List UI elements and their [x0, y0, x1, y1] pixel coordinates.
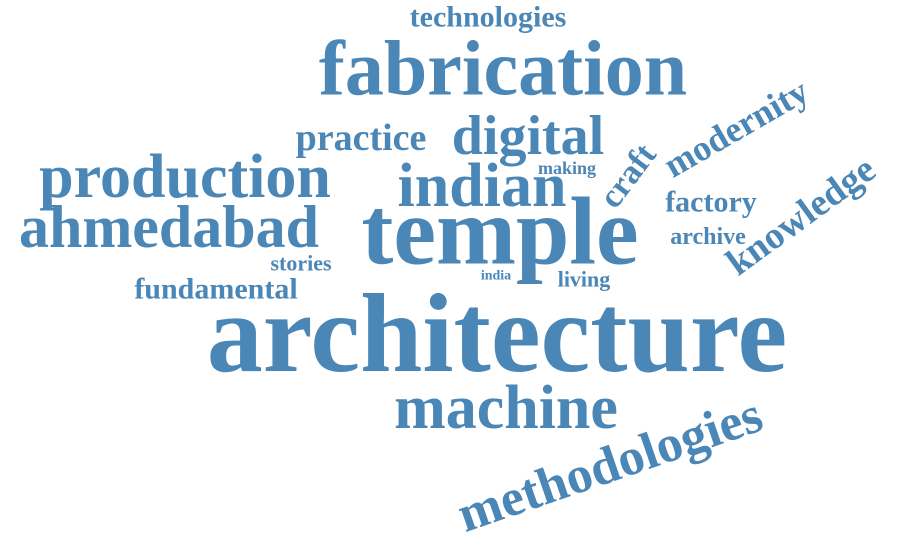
word-india: india [481, 269, 511, 284]
word-making: making [538, 158, 596, 178]
word-digital: digital [452, 105, 604, 167]
word-archive: archive [670, 224, 746, 250]
word-cloud-words: technologiesfabricationmodernitypractice… [19, 1, 883, 535]
word-technologies: technologies [410, 1, 567, 34]
word-practice: practice [296, 117, 427, 159]
word-fabrication: fabrication [319, 25, 687, 112]
word-factory: factory [665, 186, 757, 219]
word-indian: indian [398, 152, 567, 220]
word-fundamental: fundamental [134, 273, 297, 306]
word-temple: temple [361, 178, 638, 285]
word-architecture: architecture [207, 272, 788, 396]
word-production: production [39, 143, 331, 211]
word-living: living [558, 267, 611, 292]
word-machine: machine [394, 374, 618, 442]
word-ahmedabad: ahmedabad [19, 194, 319, 260]
word-stories: stories [270, 251, 332, 276]
